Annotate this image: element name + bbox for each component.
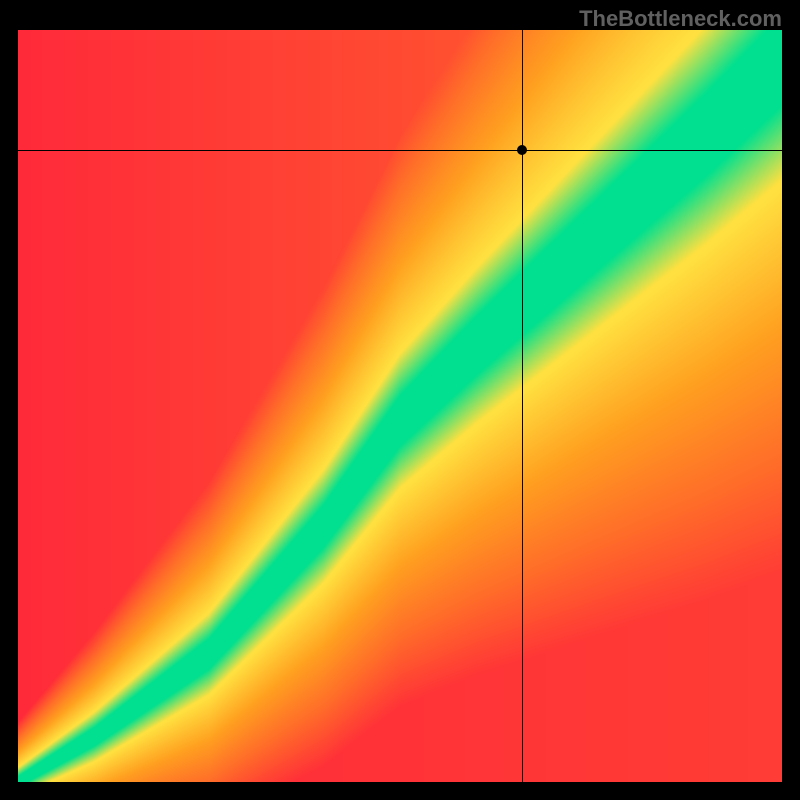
crosshair-marker-dot [517,145,527,155]
crosshair-vertical [522,30,523,782]
crosshair-horizontal [18,150,782,151]
heatmap-canvas [18,30,782,782]
heatmap-plot [18,30,782,782]
watermark-text: TheBottleneck.com [579,6,782,32]
